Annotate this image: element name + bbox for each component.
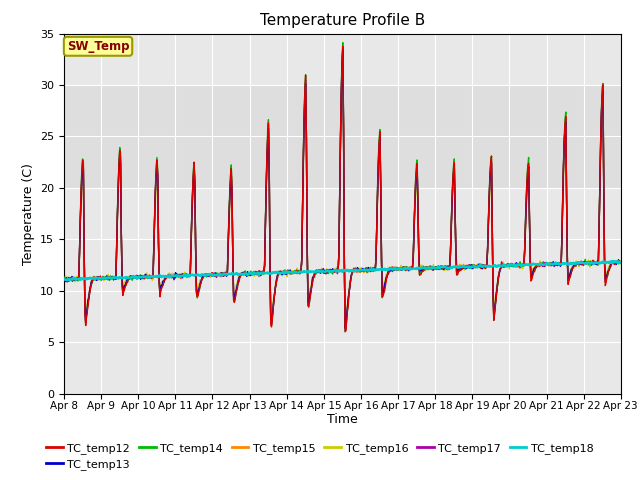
TC_temp17	[339, 45, 347, 51]
TC_temp13	[60, 277, 68, 283]
TC_temp16	[60, 276, 68, 282]
TC_temp17	[214, 271, 221, 276]
TC_temp12	[70, 276, 78, 282]
TC_temp14	[184, 274, 192, 279]
TC_temp18	[67, 277, 74, 283]
TC_temp15	[341, 323, 349, 328]
TC_temp18	[71, 276, 79, 282]
Line: TC_temp13: TC_temp13	[64, 49, 621, 328]
TC_temp14	[412, 178, 419, 184]
TC_temp13	[70, 277, 78, 283]
TC_temp15	[70, 276, 78, 282]
Line: TC_temp17: TC_temp17	[64, 48, 621, 330]
TC_temp16	[342, 319, 349, 324]
TC_temp15	[339, 52, 347, 58]
TC_temp14	[127, 276, 135, 281]
TC_temp12	[60, 275, 68, 281]
TC_temp18	[428, 264, 435, 270]
TC_temp15	[184, 273, 192, 279]
TC_temp14	[214, 272, 221, 277]
Y-axis label: Temperature (C): Temperature (C)	[22, 163, 35, 264]
TC_temp12	[412, 179, 419, 185]
TC_temp17	[70, 275, 78, 281]
TC_temp18	[60, 276, 68, 282]
TC_temp14	[428, 264, 436, 270]
TC_temp16	[127, 275, 135, 280]
Text: SW_Temp: SW_Temp	[67, 40, 129, 53]
TC_temp14	[339, 40, 347, 46]
TC_temp13	[184, 274, 192, 280]
TC_temp12	[339, 43, 347, 49]
TC_temp18	[617, 259, 625, 265]
TC_temp16	[184, 274, 192, 279]
TC_temp15	[214, 272, 221, 278]
TC_temp17	[428, 266, 436, 272]
TC_temp16	[617, 260, 625, 265]
TC_temp18	[185, 273, 193, 278]
TC_temp18	[610, 258, 618, 264]
TC_temp12	[184, 273, 192, 279]
TC_temp14	[617, 261, 625, 266]
Line: TC_temp15: TC_temp15	[64, 55, 621, 325]
TC_temp16	[70, 276, 78, 281]
TC_temp15	[428, 266, 436, 272]
TC_temp18	[411, 266, 419, 272]
TC_temp13	[127, 273, 135, 279]
TC_temp15	[617, 260, 625, 266]
TC_temp14	[60, 275, 68, 280]
TC_temp15	[60, 276, 68, 282]
TC_temp17	[412, 182, 419, 188]
TC_temp17	[127, 276, 135, 281]
TC_temp16	[428, 264, 436, 270]
TC_temp13	[341, 325, 349, 331]
TC_temp12	[214, 271, 221, 276]
TC_temp16	[412, 193, 419, 199]
TC_temp12	[341, 329, 349, 335]
Title: Temperature Profile B: Temperature Profile B	[260, 13, 425, 28]
Legend: TC_temp12, TC_temp13, TC_temp14, TC_temp15, TC_temp16, TC_temp17, TC_temp18: TC_temp12, TC_temp13, TC_temp14, TC_temp…	[42, 438, 598, 474]
Line: TC_temp16: TC_temp16	[64, 60, 621, 322]
Bar	[64, 85, 621, 188]
TC_temp12	[617, 259, 625, 265]
TC_temp17	[342, 327, 349, 333]
TC_temp17	[184, 272, 192, 277]
TC_temp16	[214, 270, 221, 276]
TC_temp17	[60, 277, 68, 283]
TC_temp13	[214, 271, 221, 276]
TC_temp14	[70, 275, 78, 280]
TC_temp18	[214, 272, 222, 278]
TC_temp13	[412, 184, 419, 190]
X-axis label: Time: Time	[327, 413, 358, 426]
TC_temp13	[339, 47, 347, 52]
TC_temp17	[617, 260, 625, 265]
TC_temp18	[128, 274, 136, 280]
TC_temp15	[127, 276, 135, 282]
Line: TC_temp12: TC_temp12	[64, 46, 621, 332]
Line: TC_temp14: TC_temp14	[64, 43, 621, 330]
Line: TC_temp18: TC_temp18	[64, 261, 621, 280]
TC_temp15	[412, 187, 419, 193]
TC_temp13	[428, 264, 436, 270]
TC_temp16	[339, 58, 347, 63]
TC_temp12	[127, 274, 135, 280]
TC_temp12	[428, 265, 436, 271]
TC_temp14	[341, 327, 349, 333]
TC_temp13	[617, 259, 625, 265]
